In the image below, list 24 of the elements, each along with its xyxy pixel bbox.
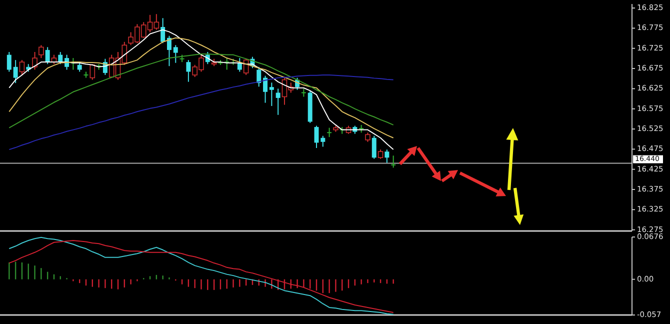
candlestick — [263, 75, 268, 104]
candlestick — [320, 135, 326, 148]
candlestick — [160, 18, 166, 44]
candlestick — [390, 155, 396, 168]
candlestick — [256, 66, 262, 88]
candlestick — [45, 46, 50, 65]
candlestick — [58, 51, 63, 65]
candlestick — [276, 88, 280, 116]
candlestick — [166, 35, 172, 67]
candlestick — [6, 51, 12, 72]
candlestick — [173, 44, 178, 64]
candlestick — [186, 60, 191, 82]
candlestick — [365, 132, 370, 142]
candlestick — [32, 51, 38, 70]
candlestick — [77, 62, 82, 72]
line-series — [8, 53, 394, 128]
candlestick — [378, 149, 384, 160]
candlestick — [384, 149, 390, 164]
candlestick — [19, 60, 25, 76]
candlestick — [38, 44, 44, 59]
candlestick — [13, 60, 18, 84]
candlestick — [269, 82, 274, 107]
candlestick — [372, 135, 376, 160]
candlestick — [326, 127, 332, 138]
